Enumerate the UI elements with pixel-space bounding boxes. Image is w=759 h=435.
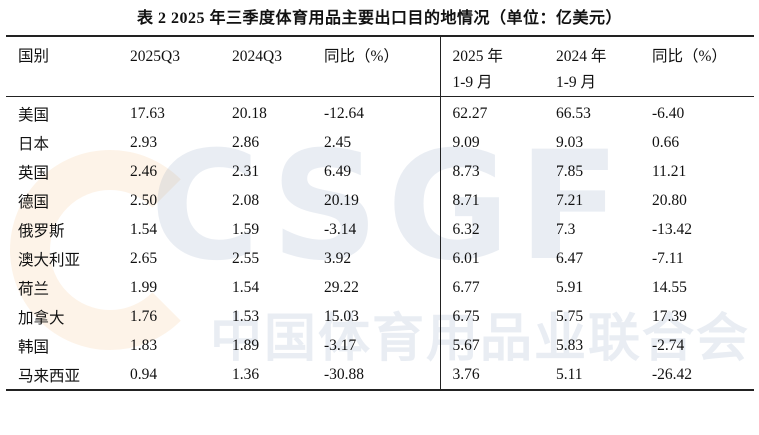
value-cell: 5.75	[556, 307, 584, 325]
table-row: 加拿大 1.76 1.53 15.03 6.75 5.75 17.39	[6, 302, 754, 331]
value-cell: 7.21	[556, 191, 584, 209]
header-cell: 2025 年 1-9 月	[439, 36, 544, 97]
value-cell: 1.89	[232, 336, 260, 354]
value-cell: 1.54	[130, 220, 158, 238]
country-cell: 日本	[18, 135, 50, 153]
country-cell: 英国	[18, 164, 50, 182]
value-cell: 66.53	[556, 104, 591, 122]
value-cell: 1.76	[130, 307, 158, 325]
table-title: 表 2 2025 年三季度体育用品主要出口目的地情况（单位：亿美元）	[136, 10, 622, 27]
value-cell: -26.42	[652, 365, 693, 383]
table-row: 德国 2.50 2.08 20.19 8.71 7.21 20.80	[6, 186, 754, 215]
value-cell: 6.47	[556, 249, 584, 267]
value-cell: -30.88	[324, 365, 365, 383]
value-cell: 1.36	[232, 365, 260, 383]
country-cell: 马来西亚	[18, 367, 81, 385]
value-cell: 17.63	[130, 104, 165, 122]
value-cell: 8.71	[439, 186, 544, 215]
value-cell: 1.53	[232, 307, 260, 325]
table-row: 马来西亚 0.94 1.36 -30.88 3.76 5.11 -26.42	[6, 360, 754, 390]
header-cell: 国别	[6, 36, 118, 97]
value-cell: 9.03	[556, 133, 584, 151]
header-line: 2025 年	[452, 48, 503, 65]
value-cell: 15.03	[324, 307, 359, 325]
data-table: 国别 2025Q3 2024Q3 同比（%） 2025 年 1-9 月 2024 年 1-9 …	[6, 35, 754, 391]
value-cell: -12.64	[324, 104, 365, 122]
value-cell: 20.18	[232, 104, 267, 122]
value-cell: 2.50	[130, 191, 158, 209]
value-cell: 20.80	[652, 191, 687, 209]
value-cell: 1.59	[232, 220, 260, 238]
country-cell: 韩国	[18, 338, 50, 356]
header-row: 国别 2025Q3 2024Q3 同比（%） 2025 年 1-9 月 2024 年 1-9 …	[6, 36, 754, 97]
value-cell: 1.54	[232, 278, 260, 296]
header-cell: 2024Q3	[220, 36, 312, 97]
header-line: 1-9 月	[452, 74, 493, 91]
value-cell: -7.11	[652, 249, 684, 267]
table-row: 韩国 1.83 1.89 -3.17 5.67 5.83 -2.74	[6, 331, 754, 360]
value-cell: 2.86	[232, 133, 260, 151]
table-row: 美国 17.63 20.18 -12.64 62.27 66.53 -6.40	[6, 96, 754, 128]
value-cell: 0.94	[130, 365, 158, 383]
value-cell: 20.19	[324, 191, 359, 209]
value-cell: 9.09	[439, 128, 544, 157]
header-line: 2024 年	[556, 48, 607, 65]
value-cell: 62.27	[439, 96, 544, 128]
country-cell: 澳大利亚	[18, 251, 81, 269]
header-line: 1-9 月	[556, 74, 597, 91]
value-cell: 2.08	[232, 191, 260, 209]
value-cell: 2.65	[130, 249, 158, 267]
value-cell: 2.45	[324, 133, 352, 151]
value-cell: 3.76	[439, 360, 544, 390]
value-cell: 6.01	[439, 244, 544, 273]
value-cell: 8.73	[439, 157, 544, 186]
value-cell: 2.46	[130, 162, 158, 180]
value-cell: 1.99	[130, 278, 158, 296]
value-cell: 5.91	[556, 278, 584, 296]
value-cell: 5.11	[556, 365, 583, 383]
header-cell: 2024 年 1-9 月	[544, 36, 640, 97]
value-cell: 6.32	[439, 215, 544, 244]
country-cell: 荷兰	[18, 280, 50, 298]
table-row: 澳大利亚 2.65 2.55 3.92 6.01 6.47 -7.11	[6, 244, 754, 273]
value-cell: -3.17	[324, 336, 357, 354]
table-head: 国别 2025Q3 2024Q3 同比（%） 2025 年 1-9 月 2024 年 1-9 …	[6, 36, 754, 97]
value-cell: 6.75	[439, 302, 544, 331]
value-cell: 6.49	[324, 162, 352, 180]
value-cell: 2.31	[232, 162, 260, 180]
value-cell: 7.3	[556, 220, 576, 238]
value-cell: -2.74	[652, 336, 685, 354]
value-cell: 3.92	[324, 249, 352, 267]
value-cell: 14.55	[652, 278, 687, 296]
value-cell: 17.39	[652, 307, 687, 325]
value-cell: -6.40	[652, 104, 685, 122]
table-body: 美国 17.63 20.18 -12.64 62.27 66.53 -6.40 日本 2.93 2…	[6, 96, 754, 390]
country-cell: 德国	[18, 193, 50, 211]
value-cell: 0.66	[652, 133, 680, 151]
value-cell: 1.83	[130, 336, 158, 354]
table-row: 俄罗斯 1.54 1.59 -3.14 6.32 7.3 -13.42	[6, 215, 754, 244]
value-cell: 6.77	[439, 273, 544, 302]
country-cell: 美国	[18, 106, 50, 124]
header-cell: 同比（%）	[312, 36, 440, 97]
value-cell: -3.14	[324, 220, 357, 238]
value-cell: 2.93	[130, 133, 158, 151]
value-cell: -13.42	[652, 220, 693, 238]
value-cell: 11.21	[652, 162, 687, 180]
table-row: 英国 2.46 2.31 6.49 8.73 7.85 11.21	[6, 157, 754, 186]
value-cell: 7.85	[556, 162, 584, 180]
country-cell: 俄罗斯	[18, 222, 65, 240]
value-cell: 5.83	[556, 336, 584, 354]
value-cell: 29.22	[324, 278, 359, 296]
country-cell: 加拿大	[18, 309, 65, 327]
header-cell: 2025Q3	[118, 36, 220, 97]
value-cell: 5.67	[439, 331, 544, 360]
value-cell: 2.55	[232, 249, 260, 267]
table-row: 荷兰 1.99 1.54 29.22 6.77 5.91 14.55	[6, 273, 754, 302]
table-row: 日本 2.93 2.86 2.45 9.09 9.03 0.66	[6, 128, 754, 157]
header-cell: 同比（%）	[640, 36, 754, 97]
